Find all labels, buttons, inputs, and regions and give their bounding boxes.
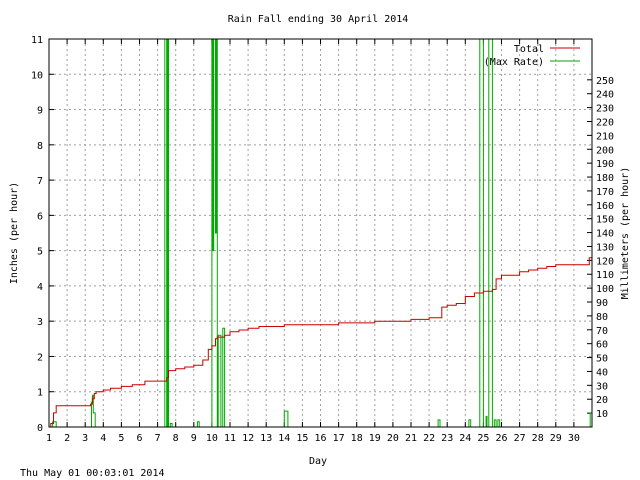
x-tick-label: 29 [550, 433, 562, 444]
x-axis-label: Day [309, 456, 327, 467]
y2-tick-label: 150 [596, 215, 614, 226]
y-tick-label: 3 [37, 317, 43, 328]
chart-title: Rain Fall ending 30 April 2014 [228, 14, 409, 25]
x-tick-label: 6 [136, 433, 142, 444]
legend-label: Total [514, 44, 544, 55]
x-tick-label: 20 [387, 433, 399, 444]
x-tick-label: 19 [369, 433, 381, 444]
y2-tick-label: 90 [596, 298, 608, 309]
y2-tick-label: 120 [596, 256, 614, 267]
y2-tick-label: 60 [596, 340, 608, 351]
x-tick-label: 1 [46, 433, 52, 444]
x-tick-label: 18 [351, 433, 363, 444]
x-axis: 1 2 3 4 5 6 7 8 9 10 11 12 13 14 15 16 17 18 19 20 21 22 23 24 2… [46, 39, 580, 444]
y-tick-label: 7 [37, 176, 43, 187]
y2-tick-label: 80 [596, 312, 608, 323]
y2-tick-label: 70 [596, 326, 608, 337]
x-tick-label: 15 [296, 433, 308, 444]
y2-tick-label: 210 [596, 131, 614, 142]
x-tick-label: 16 [314, 433, 326, 444]
timestamp-footer: Thu May 01 00:03:01 2014 [20, 468, 165, 479]
x-tick-label: 10 [206, 433, 218, 444]
y2-tick-label: 130 [596, 242, 614, 253]
y-tick-label: 1 [37, 388, 43, 399]
y-axis-label: Inches (per hour) [9, 182, 20, 284]
y2-tick-label: 220 [596, 117, 614, 128]
x-tick-label: 24 [459, 433, 471, 444]
y2-tick-label: 10 [596, 409, 608, 420]
y-tick-label: 4 [37, 282, 43, 293]
x-tick-label: 2 [64, 433, 70, 444]
x-tick-label: 25 [477, 433, 489, 444]
x-tick-label: 5 [118, 433, 124, 444]
y2-tick-label: 20 [596, 395, 608, 406]
x-tick-label: 11 [224, 433, 236, 444]
y2-tick-label: 30 [596, 381, 608, 392]
y-axis-left: 0 1 2 3 4 5 6 7 8 9 10 11 [31, 35, 54, 434]
y2-axis-label: Millimeters (per hour) [620, 167, 631, 299]
y-tick-label: 11 [31, 35, 43, 46]
y2-tick-label: 200 [596, 145, 614, 156]
x-tick-label: 13 [260, 433, 272, 444]
y-tick-label: 10 [31, 70, 43, 81]
y2-tick-label: 240 [596, 90, 614, 101]
x-tick-label: 8 [173, 433, 179, 444]
y2-tick-label: 50 [596, 354, 608, 365]
x-tick-label: 17 [333, 433, 345, 444]
y-tick-label: 0 [37, 423, 43, 434]
y2-tick-label: 170 [596, 187, 614, 198]
x-tick-label: 30 [568, 433, 580, 444]
x-tick-label: 4 [100, 433, 106, 444]
x-tick-label: 12 [242, 433, 254, 444]
x-tick-label: 3 [82, 433, 88, 444]
x-tick-label: 28 [532, 433, 544, 444]
x-tick-label: 27 [514, 433, 526, 444]
series-line-max-rate [49, 39, 592, 427]
y2-tick-label: 110 [596, 270, 614, 281]
series-group [49, 39, 592, 427]
y-tick-label: 9 [37, 106, 43, 117]
y2-tick-label: 250 [596, 76, 614, 87]
y-tick-label: 2 [37, 352, 43, 363]
y2-tick-label: 40 [596, 367, 608, 378]
y-tick-label: 5 [37, 247, 43, 258]
y2-tick-label: 140 [596, 229, 614, 240]
y2-tick-label: 180 [596, 173, 614, 184]
grid [49, 39, 592, 427]
series-line-total [49, 247, 592, 427]
y2-tick-label: 100 [596, 284, 614, 295]
legend: Total (Max Rate) [484, 44, 580, 68]
x-tick-label: 7 [155, 433, 161, 444]
y-tick-label: 8 [37, 141, 43, 152]
x-tick-label: 9 [191, 433, 197, 444]
x-tick-label: 14 [278, 433, 290, 444]
y-tick-label: 6 [37, 211, 43, 222]
y2-tick-label: 190 [596, 159, 614, 170]
y2-tick-label: 160 [596, 201, 614, 212]
y2-tick-label: 230 [596, 104, 614, 115]
legend-label: (Max Rate) [484, 57, 544, 68]
y-axis-right: 10 20 30 40 50 60 70 80 90 100 110 120 130 140 150 160 1… [587, 76, 614, 420]
x-tick-label: 22 [423, 433, 435, 444]
x-tick-label: 26 [495, 433, 507, 444]
x-tick-label: 23 [441, 433, 453, 444]
plot-frame [48, 38, 593, 428]
x-tick-label: 21 [405, 433, 417, 444]
